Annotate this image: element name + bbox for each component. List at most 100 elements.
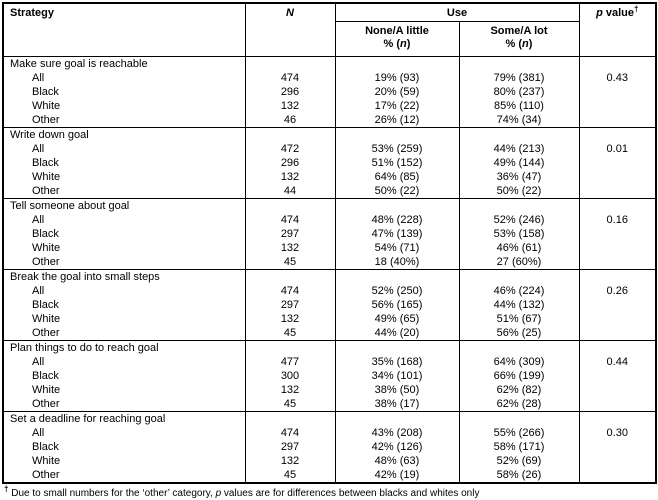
dagger-superscript: † (4, 484, 9, 494)
some-value: 62% (28) (458, 396, 580, 411)
n-value (244, 197, 336, 213)
none-value: 43% (208) (334, 425, 460, 440)
some-value: 55% (266) (458, 425, 580, 440)
none-value: 64% (85) (334, 169, 460, 184)
table-row: White 132 64% (85) 36% (47) (2, 169, 657, 184)
row-label: Other (2, 325, 246, 340)
none-value: 35% (168) (334, 354, 460, 369)
dagger-superscript: † (633, 4, 639, 14)
n-value: 296 (244, 155, 336, 170)
none-value: 42% (19) (334, 467, 460, 483)
p-value: 0.30 (578, 425, 657, 440)
row-label: Black (2, 368, 246, 383)
some-value (458, 410, 580, 426)
p-value (578, 396, 657, 411)
none-value (334, 410, 460, 426)
percent-n-label: % (n) (505, 37, 533, 50)
p-value (578, 325, 657, 340)
row-label: Black (2, 226, 246, 241)
footnote: † Due to small numbers for the ‘other’ c… (4, 484, 480, 499)
table-row: Other 45 18 (40%) 27 (60%) (2, 254, 657, 269)
none-value: 20% (59) (334, 84, 460, 99)
n-value: 45 (244, 396, 336, 411)
p-value (578, 453, 657, 468)
none-value (334, 339, 460, 355)
some-value: 49% (144) (458, 155, 580, 170)
some-value: 52% (246) (458, 212, 580, 227)
strategy-group-title: Make sure goal is reachable (2, 55, 246, 71)
none-value: 19% (93) (334, 70, 460, 85)
some-value: 62% (82) (458, 382, 580, 397)
strategy-use-table: Strategy N Use p value† None/A little % … (2, 2, 657, 484)
none-value (334, 55, 460, 71)
strategy-group-title-row: Plan things to do to reach goal (2, 339, 657, 355)
n-value: 474 (244, 425, 336, 440)
strategy-group-title-row: Set a deadline for reaching goal (2, 410, 657, 426)
p-value (578, 339, 657, 355)
none-value: 49% (65) (334, 311, 460, 326)
none-value: 52% (250) (334, 283, 460, 298)
table-row: Other 45 44% (20) 56% (25) (2, 325, 657, 340)
row-label: Other (2, 467, 246, 483)
none-value (334, 197, 460, 213)
row-label: Other (2, 183, 246, 198)
p-value: 0.26 (578, 283, 657, 298)
p-value (578, 169, 657, 184)
none-value: 50% (22) (334, 183, 460, 198)
table-row: All 474 43% (208) 55% (266) 0.30 (2, 425, 657, 440)
n-value: 45 (244, 325, 336, 340)
n-value (244, 268, 336, 284)
none-value: 53% (259) (334, 141, 460, 156)
some-value (458, 126, 580, 142)
none-value: 34% (101) (334, 368, 460, 383)
p-value: 0.44 (578, 354, 657, 369)
row-label: White (2, 240, 246, 255)
p-value (578, 98, 657, 113)
some-value (458, 197, 580, 213)
p-value (578, 311, 657, 326)
n-value: 132 (244, 240, 336, 255)
table-row: Black 296 51% (152) 49% (144) (2, 155, 657, 170)
row-label: White (2, 98, 246, 113)
strategy-group-title-row: Tell someone about goal (2, 197, 657, 213)
row-label: Other (2, 254, 246, 269)
n-value: 132 (244, 169, 336, 184)
n-value (244, 410, 336, 426)
table-row: All 474 48% (228) 52% (246) 0.16 (2, 212, 657, 227)
n-value: 132 (244, 98, 336, 113)
table-row: White 132 48% (63) 52% (69) (2, 453, 657, 468)
percent-n-label: % (n) (383, 37, 411, 50)
some-value: 27 (60%) (458, 254, 580, 269)
p-value (578, 155, 657, 170)
some-value: 66% (199) (458, 368, 580, 383)
some-value: 46% (61) (458, 240, 580, 255)
p-value: 0.01 (578, 141, 657, 156)
p-value (578, 410, 657, 426)
col-header-strategy: Strategy (2, 2, 246, 57)
table-row: All 474 19% (93) 79% (381) 0.43 (2, 70, 657, 85)
strategy-group-title: Set a deadline for reaching goal (2, 410, 246, 426)
none-value: 42% (126) (334, 439, 460, 454)
table-row: Black 296 20% (59) 80% (237) (2, 84, 657, 99)
strategy-group-title-row: Make sure goal is reachable (2, 55, 657, 71)
row-label: Other (2, 396, 246, 411)
table-body: Make sure goal is reachable All 474 19% (93… (2, 55, 657, 483)
row-label: All (2, 212, 246, 227)
some-value: 79% (381) (458, 70, 580, 85)
none-value: 48% (63) (334, 453, 460, 468)
p-value: 0.16 (578, 212, 657, 227)
col-header-some-a-lot: Some/A lot % (n) (458, 20, 580, 57)
some-value: 56% (25) (458, 325, 580, 340)
p-value (578, 439, 657, 454)
p-value (578, 197, 657, 213)
row-label: Black (2, 155, 246, 170)
n-value: 474 (244, 70, 336, 85)
n-value: 297 (244, 439, 336, 454)
table-row: White 132 54% (71) 46% (61) (2, 240, 657, 255)
p-value (578, 112, 657, 127)
strategy-group-title: Write down goal (2, 126, 246, 142)
row-label: All (2, 283, 246, 298)
table-row: Black 297 42% (126) 58% (171) (2, 439, 657, 454)
strategy-group-title: Break the goal into small steps (2, 268, 246, 284)
p-value (578, 55, 657, 71)
